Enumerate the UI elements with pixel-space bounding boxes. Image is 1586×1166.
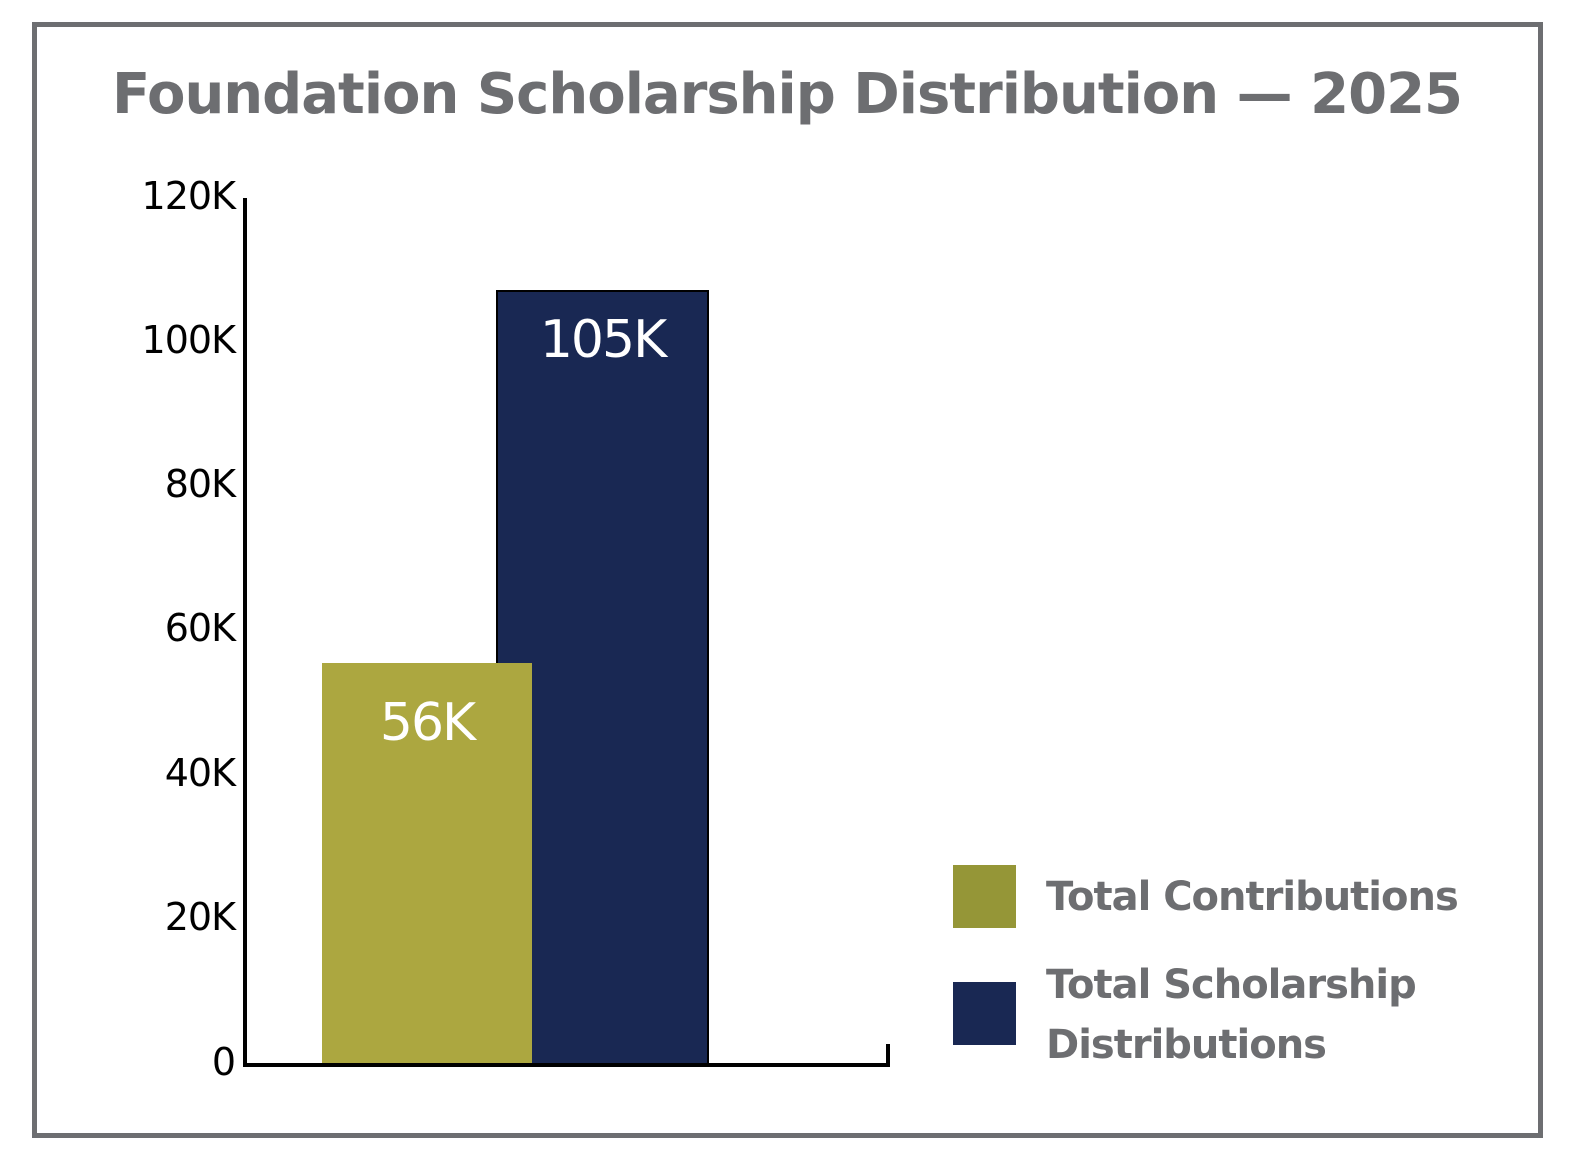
y-axis-line	[243, 198, 247, 1067]
legend-label-contributions: Total Contributions	[1046, 874, 1459, 920]
x-axis-end-tick	[886, 1044, 890, 1067]
chart-title: Foundation Scholarship Distribution — 20…	[111, 62, 1463, 127]
y-tick-100k: 100K	[141, 318, 236, 362]
y-tick-40k: 40K	[164, 751, 236, 795]
y-tick-60k: 60K	[164, 606, 236, 650]
bar-value-label: 56K	[379, 693, 476, 753]
bar-value-label: 105K	[539, 310, 667, 370]
legend-swatch-distributions	[953, 982, 1016, 1045]
legend-label-distributions-line2: Distributions	[1046, 1022, 1327, 1068]
y-tick-20k: 20K	[164, 895, 236, 939]
legend-label-distributions-line1: Total Scholarship	[1046, 962, 1417, 1008]
chart-frame	[32, 22, 1543, 1138]
x-axis-line	[243, 1063, 890, 1067]
y-tick-0: 0	[211, 1040, 236, 1084]
y-tick-80k: 80K	[164, 462, 236, 506]
y-tick-120k: 120K	[141, 174, 236, 218]
bar-total-contributions: 56K	[322, 663, 532, 1065]
legend-swatch-contributions	[953, 865, 1016, 928]
